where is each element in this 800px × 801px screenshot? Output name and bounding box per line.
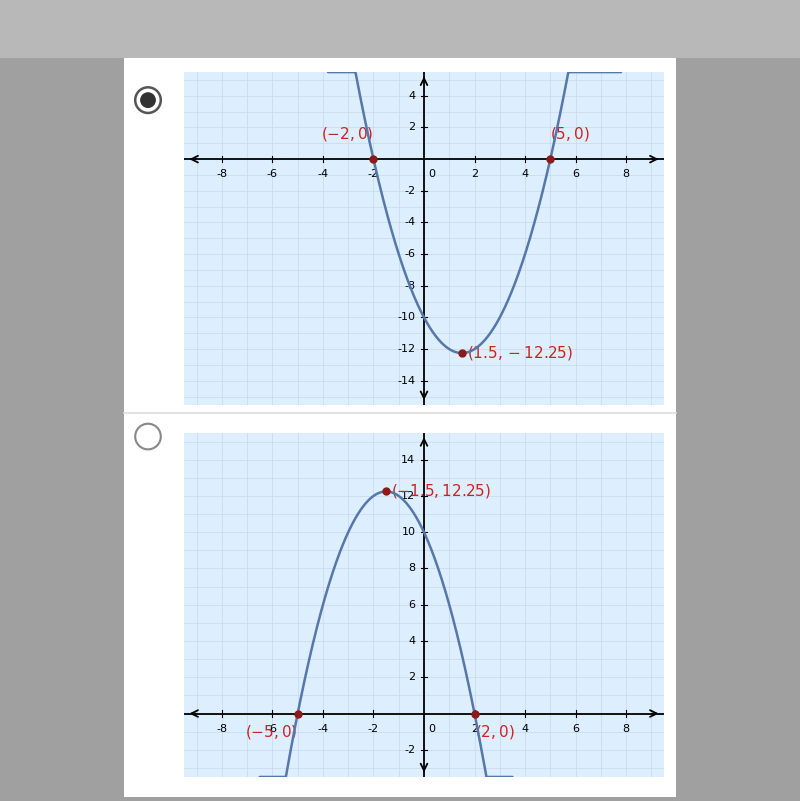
- Text: 6: 6: [408, 600, 415, 610]
- Text: 2: 2: [471, 169, 478, 179]
- Text: 8: 8: [408, 563, 415, 574]
- Text: -4: -4: [318, 724, 329, 734]
- Text: $(-2,0)$: $(-2,0)$: [321, 125, 374, 143]
- Text: -14: -14: [398, 376, 415, 386]
- Text: 0: 0: [428, 169, 434, 179]
- Text: 10: 10: [402, 527, 415, 537]
- Text: $(2,0)$: $(2,0)$: [474, 723, 514, 741]
- Text: 2: 2: [408, 123, 415, 132]
- Text: 2: 2: [471, 724, 478, 734]
- Text: $(5,0)$: $(5,0)$: [550, 125, 590, 143]
- Text: 4: 4: [408, 91, 415, 101]
- Text: 6: 6: [572, 169, 579, 179]
- Text: 14: 14: [402, 455, 415, 465]
- Text: -8: -8: [404, 281, 415, 291]
- Text: -6: -6: [267, 724, 278, 734]
- Text: 12: 12: [402, 491, 415, 501]
- Text: $(-5,0)$: $(-5,0)$: [245, 723, 298, 741]
- Text: -6: -6: [404, 249, 415, 260]
- Text: 4: 4: [522, 169, 529, 179]
- Text: 8: 8: [622, 169, 630, 179]
- Text: -8: -8: [216, 169, 227, 179]
- Text: 4: 4: [408, 636, 415, 646]
- Text: -8: -8: [216, 724, 227, 734]
- Text: $(-1.5, 12.25)$: $(-1.5, 12.25)$: [391, 482, 491, 501]
- Text: 2: 2: [408, 672, 415, 682]
- Text: -4: -4: [318, 169, 329, 179]
- Text: -2: -2: [368, 724, 379, 734]
- Text: -6: -6: [267, 169, 278, 179]
- Text: $(1.5,-12.25)$: $(1.5,-12.25)$: [467, 344, 573, 362]
- Circle shape: [141, 93, 155, 107]
- Text: -2: -2: [368, 169, 379, 179]
- Text: -10: -10: [398, 312, 415, 323]
- Text: -2: -2: [404, 745, 415, 755]
- Text: 4: 4: [522, 724, 529, 734]
- Text: 6: 6: [572, 724, 579, 734]
- Text: -4: -4: [404, 217, 415, 227]
- Text: -2: -2: [404, 186, 415, 195]
- Text: 8: 8: [622, 724, 630, 734]
- Text: 0: 0: [428, 724, 434, 734]
- Text: -12: -12: [398, 344, 415, 354]
